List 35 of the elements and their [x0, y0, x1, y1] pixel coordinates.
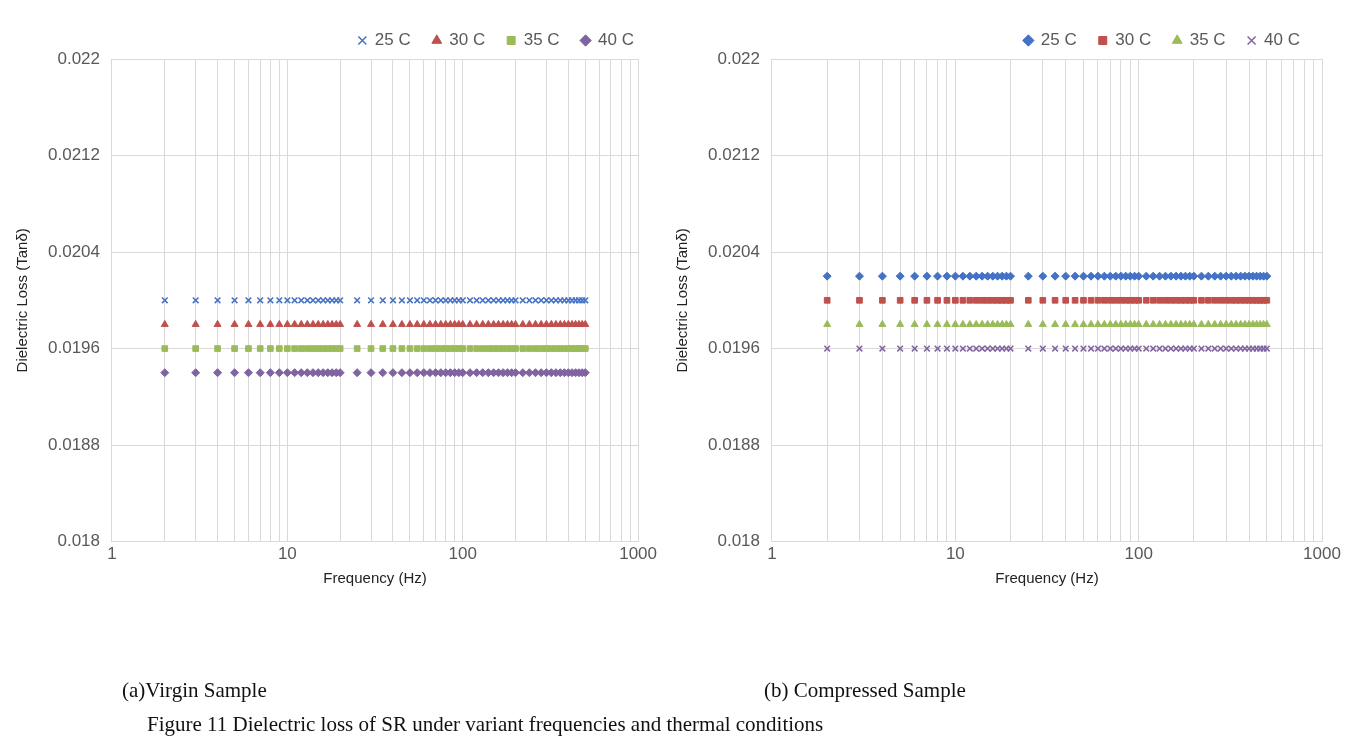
y-tick-label: 0.0212 — [708, 145, 760, 165]
y-tick-label: 0.0212 — [48, 145, 100, 165]
y-tick-label: 0.022 — [57, 48, 100, 68]
legend-label: 30 C — [1115, 30, 1152, 50]
x-tick-label: 100 — [1124, 544, 1153, 564]
legend-label: 40 C — [598, 30, 635, 50]
legend-label: 40 C — [1264, 30, 1301, 50]
caption: Figure 11 Dielectric loss of SR under variant frequencies and thermal conditions — [147, 712, 824, 737]
text: (b) Compressed Sample — [764, 678, 966, 703]
y-axis-title: Dielectric Loss (Tanδ) — [673, 228, 691, 373]
x-axis-title: Frequency (Hz) — [323, 569, 427, 587]
x-tick-label: 1000 — [619, 544, 657, 564]
x-tick-label: 10 — [945, 544, 965, 564]
y-tick-label: 0.0204 — [708, 241, 760, 261]
y-tick-label: 0.018 — [717, 531, 760, 551]
y-tick-label: 0.022 — [717, 48, 760, 68]
x-tick-label: 1 — [107, 544, 117, 564]
y-tick-label: 0.0204 — [48, 241, 100, 261]
y-tick-label: 0.018 — [57, 531, 100, 551]
x-tick-label: 100 — [448, 544, 477, 564]
legend-label: 35 C — [1189, 30, 1226, 50]
x-tick-label: 1 — [767, 544, 777, 564]
x-tick-label: 1000 — [1303, 544, 1341, 564]
y-tick-label: 0.0196 — [708, 338, 760, 358]
text: (a)Virgin Sample — [122, 678, 267, 703]
legend-label: 25 C — [1040, 30, 1077, 50]
x-axis-title: Frequency (Hz) — [995, 569, 1099, 587]
x-tick-label: 10 — [277, 544, 297, 564]
y-tick-label: 0.0196 — [48, 338, 100, 358]
y-tick-label: 0.0188 — [48, 434, 100, 454]
legend-label: 35 C — [523, 30, 560, 50]
y-tick-label: 0.0188 — [708, 434, 760, 454]
y-axis-title: Dielectric Loss (Tanδ) — [13, 228, 31, 373]
legend-label: 25 C — [374, 30, 411, 50]
legend-label: 30 C — [449, 30, 486, 50]
